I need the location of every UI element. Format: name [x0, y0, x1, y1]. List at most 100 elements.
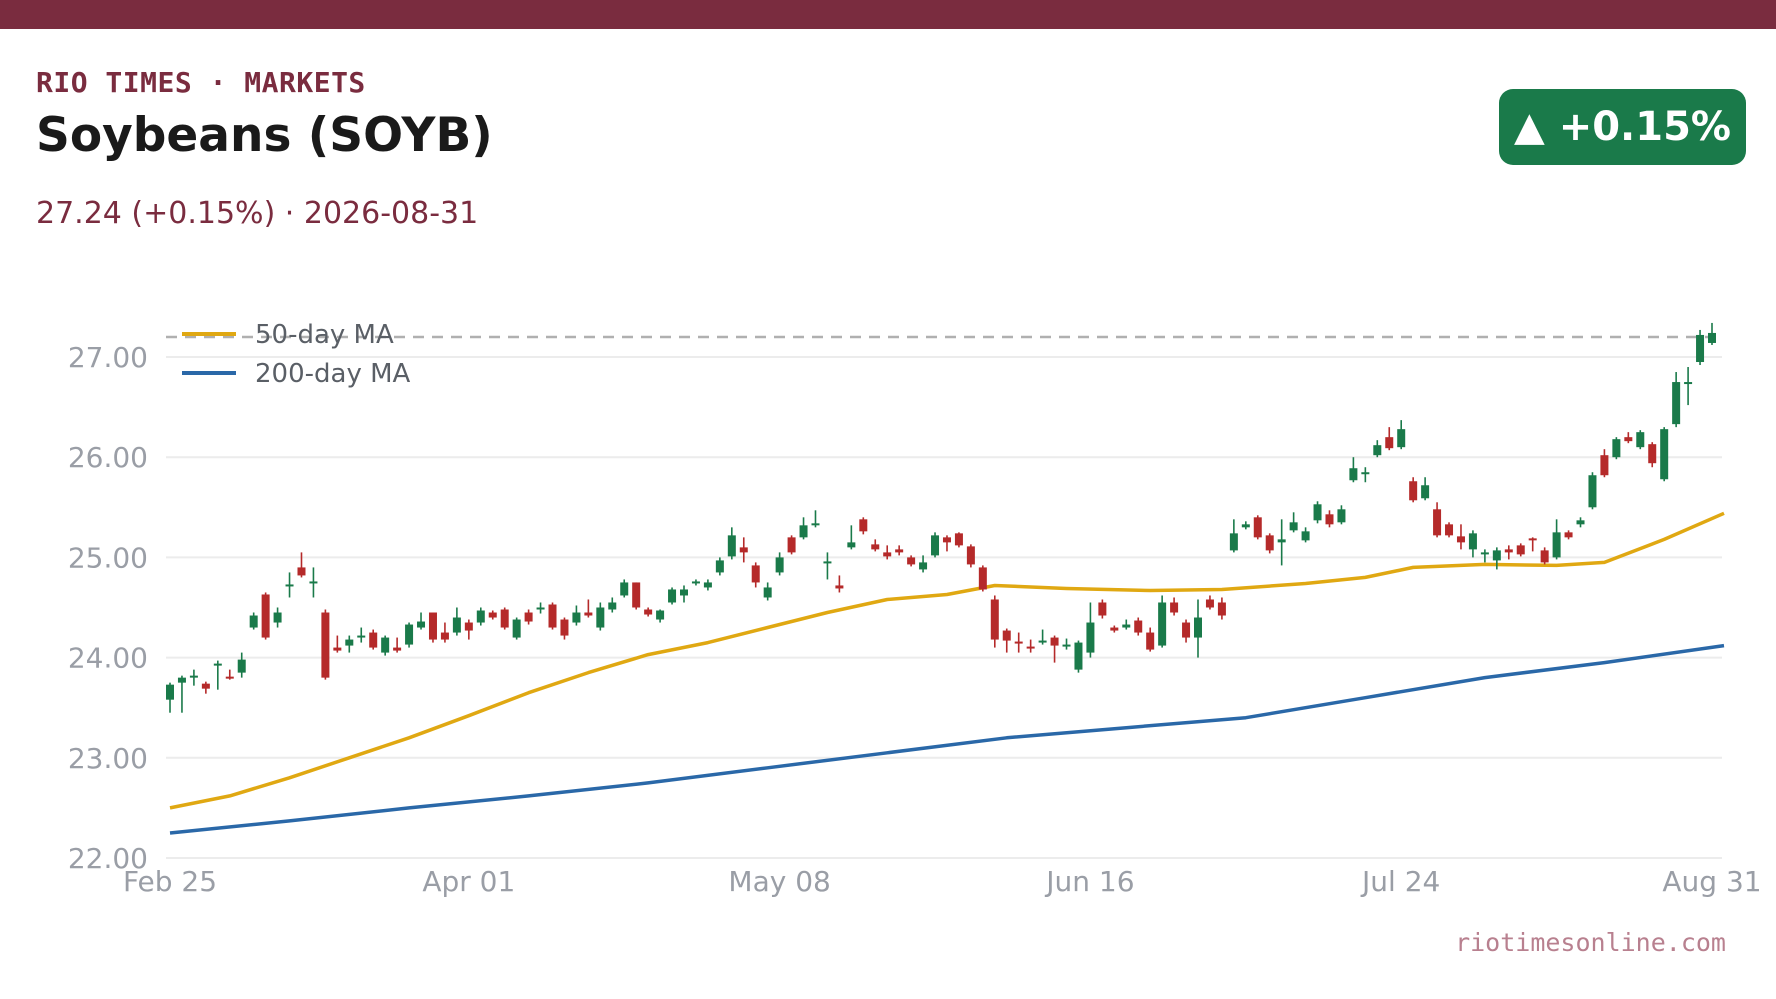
candle: [787, 535, 796, 555]
candle: [381, 635, 390, 656]
candle-body: [440, 632, 449, 640]
candle: [1170, 597, 1179, 616]
candle-body: [1086, 622, 1095, 653]
candle-body: [1696, 334, 1705, 363]
candle: [488, 610, 497, 620]
candle: [1504, 545, 1513, 560]
candle: [1433, 502, 1442, 538]
candle: [1026, 639, 1035, 653]
candle: [1134, 617, 1143, 636]
candle-body: [512, 619, 521, 638]
candle: [823, 552, 832, 580]
candle-body: [1313, 504, 1322, 521]
candle: [1110, 625, 1119, 633]
candle-body: [703, 582, 712, 588]
ma50-line: [169, 511, 1725, 810]
candle-body: [321, 612, 330, 678]
candle: [775, 552, 784, 576]
candle-body: [1672, 382, 1681, 425]
candle-body: [632, 582, 641, 608]
candle: [1098, 599, 1107, 619]
candle-body: [1002, 630, 1011, 641]
candle-body: [727, 535, 736, 557]
moving-average-lines: [169, 511, 1725, 835]
candle: [1229, 519, 1238, 553]
candle: [751, 562, 760, 588]
candle-body: [261, 594, 270, 638]
candle-body: [1540, 550, 1549, 563]
candle: [177, 675, 186, 713]
candle: [847, 525, 856, 550]
candle: [536, 602, 545, 614]
candle-body: [536, 607, 545, 610]
candle: [405, 622, 414, 648]
candle-body: [1421, 485, 1430, 499]
candle: [560, 617, 569, 640]
legend-label: 50-day MA: [255, 320, 394, 350]
candle: [1612, 437, 1621, 460]
candle: [417, 612, 426, 630]
candle: [1600, 449, 1609, 478]
candle-body: [1612, 439, 1621, 458]
candle: [835, 575, 844, 593]
candle: [907, 555, 916, 567]
candle-body: [1397, 429, 1406, 448]
candle: [321, 609, 330, 680]
candle-body: [1122, 624, 1131, 628]
candle-body: [1624, 437, 1633, 442]
candle-body: [1516, 545, 1525, 555]
candle-body: [488, 612, 497, 618]
candle-body: [1277, 539, 1286, 543]
candle-body: [1194, 617, 1202, 638]
candle-body: [907, 557, 916, 565]
candle: [1480, 549, 1489, 563]
candle: [237, 652, 246, 678]
candle: [715, 557, 724, 576]
y-tick-label: 23.00: [68, 742, 148, 775]
x-tick-label: Aug 31: [1662, 865, 1761, 898]
source-credit: riotimesonline.com: [1455, 928, 1726, 957]
candle: [1409, 477, 1418, 503]
candle-body: [775, 557, 784, 573]
candle: [285, 572, 294, 598]
candle-body: [715, 560, 724, 573]
candle: [1696, 329, 1705, 366]
candle-body: [213, 663, 222, 666]
candle: [1313, 501, 1322, 524]
candle: [1660, 427, 1669, 482]
candle-body: [1636, 432, 1645, 448]
candle-body: [285, 584, 294, 587]
candle-body: [1158, 602, 1167, 646]
candle: [1361, 467, 1370, 483]
price-subtitle: 27.24 (+0.15%) · 2026-08-31: [36, 196, 479, 231]
candle-body: [1253, 517, 1262, 538]
candle: [1672, 372, 1681, 428]
candle-body: [668, 589, 677, 603]
candle-body: [931, 535, 940, 556]
candle-body: [1552, 532, 1561, 558]
candle-body: [847, 542, 856, 548]
candle: [1516, 543, 1525, 557]
candle: [201, 681, 210, 694]
candle-body: [369, 632, 378, 648]
candle: [871, 539, 880, 552]
candle-body: [1648, 444, 1657, 464]
candle: [1708, 322, 1716, 345]
candle-body: [1229, 533, 1238, 551]
candle: [166, 682, 174, 713]
candle: [596, 602, 605, 631]
candle-body: [1050, 637, 1059, 646]
candle-body: [572, 612, 581, 623]
candle: [309, 567, 318, 598]
candle: [1050, 635, 1059, 663]
candle: [883, 545, 892, 560]
candle: [1205, 595, 1214, 610]
candle: [1289, 512, 1298, 533]
candle: [620, 579, 629, 598]
candle-body: [859, 519, 868, 532]
chart-legend: 50-day MA 200-day MA: [182, 320, 411, 389]
publication-kicker: RIO TIMES · MARKETS: [36, 66, 366, 99]
top-brand-bar: [0, 0, 1776, 29]
candle-body: [1098, 602, 1107, 616]
